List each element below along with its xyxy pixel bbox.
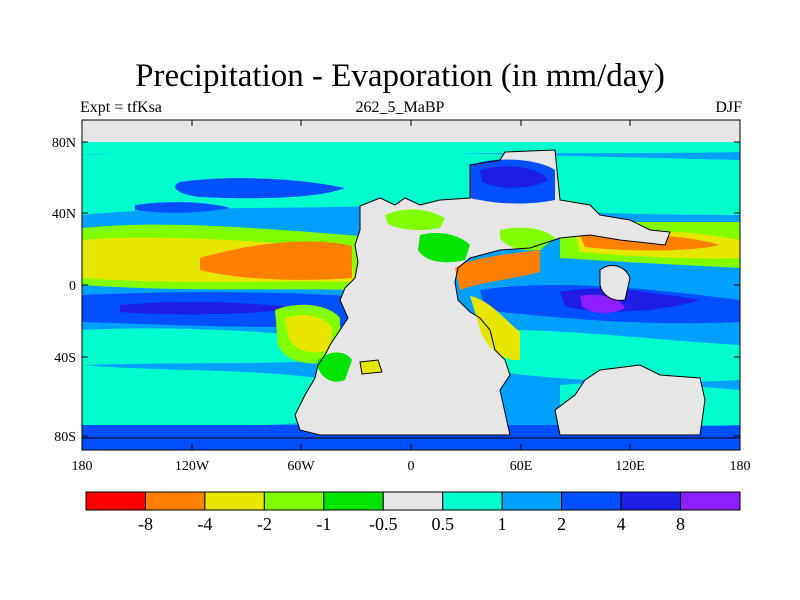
colorbar-swatch	[501, 491, 563, 511]
map-title: Precipitation - Evaporation (in mm/day)	[135, 58, 665, 94]
field-south-ocean	[82, 365, 330, 432]
coastlines	[82, 149, 740, 439]
field-arctic	[82, 120, 740, 142]
coastline-australia	[554, 364, 706, 436]
map-subtitle-center: 262_5_MaBP	[355, 99, 445, 116]
field-pacific-storm	[135, 202, 230, 213]
colorbar-label: -1	[316, 514, 331, 534]
field-itcz-core	[120, 302, 300, 315]
colorbar-label: 2	[557, 514, 566, 534]
field-australia-dry	[555, 365, 705, 435]
colorbar: -8 -4 -2 -1 -0.5 0.5 1 2 4 8	[85, 491, 741, 534]
coastline-pangaea	[294, 149, 671, 436]
field-island-yellow	[360, 360, 382, 374]
map-subtitle-left: Expt = tfKsa	[80, 99, 162, 116]
field-laurasia-green	[385, 209, 445, 231]
lon-tick-label: 120W	[175, 459, 210, 474]
colorbar-label: -0.5	[369, 514, 398, 534]
colorbar-swatch	[620, 491, 682, 511]
colorbar-label: 1	[498, 514, 507, 534]
lon-tick-label: 180	[72, 459, 93, 474]
field-south-moist	[82, 328, 340, 365]
field-gondwana-east-yellow	[470, 296, 520, 361]
colorbar-label: -8	[138, 514, 153, 534]
lat-tick-label: 80S	[54, 430, 76, 445]
colorbar-label: 4	[617, 514, 626, 534]
field-tethys-dry	[455, 250, 540, 290]
colorbar-swatch	[680, 491, 741, 511]
map-subtitle-right: DJF	[715, 99, 742, 116]
lon-tick-label: 180	[730, 459, 751, 474]
colorbar-swatch	[382, 491, 444, 511]
lat-tick-label: 40N	[52, 207, 76, 222]
lat-tick-label: 80N	[52, 136, 76, 151]
field-laurasia-strong-green	[418, 233, 470, 263]
field-southeast-moist	[500, 330, 740, 383]
colorbar-swatch	[144, 491, 206, 511]
colorbar-label: 0.5	[431, 514, 454, 534]
longitude-axis: 180 120W 60W 0 60E 120E 180	[72, 120, 751, 474]
colorbar-label: -4	[197, 514, 212, 534]
coastline-small-island	[359, 359, 383, 375]
colorbar-swatch	[561, 491, 622, 511]
field-north-pacific-wet	[175, 178, 345, 199]
colorbar-swatch	[442, 491, 503, 511]
lat-tick-label: 0	[69, 279, 76, 294]
lon-tick-label: 0	[408, 459, 415, 474]
field-south-pacific-yellow	[285, 315, 332, 353]
coastline-island	[599, 265, 631, 301]
field-island-dry	[600, 265, 630, 301]
map-field	[82, 120, 740, 450]
colorbar-label: -2	[257, 514, 272, 534]
colorbar-label: 8	[676, 514, 685, 534]
latitude-axis: 80N 40N 0 40S 80S	[52, 136, 740, 445]
lon-tick-label: 60W	[287, 459, 315, 474]
colorbar-swatch	[204, 491, 265, 511]
field-northeast-moist	[560, 160, 740, 215]
lon-tick-label: 60E	[510, 459, 533, 474]
field-north-pacific-dry	[200, 241, 352, 280]
lat-tick-label: 40S	[54, 351, 76, 366]
colorbar-swatch	[263, 491, 325, 511]
colorbar-swatch	[323, 491, 384, 511]
field-gondwana-west-green	[318, 352, 352, 382]
lon-tick-label: 120E	[615, 459, 645, 474]
field-siberia-core	[480, 166, 548, 188]
colorbar-swatch	[85, 491, 146, 511]
